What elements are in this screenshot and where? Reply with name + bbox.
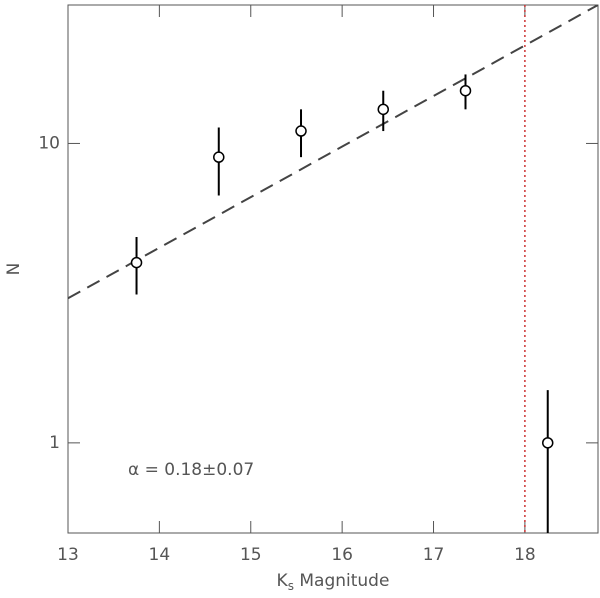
data-point (459, 84, 472, 97)
y-tick-label: 10 (38, 133, 60, 153)
data-point (377, 103, 390, 116)
x-axis-label: Ks Magnitude (277, 571, 390, 593)
annotation: α = 0.18±0.07 (128, 460, 254, 480)
x-label-rest: Magnitude (294, 571, 389, 591)
x-tick-label: 18 (514, 545, 536, 565)
x-tick-label: 16 (331, 545, 353, 565)
x-tick-label: 15 (240, 545, 262, 565)
x-label-sub: s (288, 579, 294, 593)
y-tick-label: 1 (49, 433, 60, 453)
data-point (295, 125, 307, 137)
fit-line (68, 5, 598, 300)
x-tick-label: 17 (423, 545, 445, 565)
x-label-main: K (277, 571, 289, 591)
x-tick-label: 14 (149, 545, 171, 565)
data-point (213, 151, 225, 163)
y-axis-label: N (4, 263, 24, 276)
x-tick-label: 13 (57, 545, 79, 565)
data-point (130, 256, 143, 269)
plot-frame (67, 4, 599, 534)
data-point (541, 437, 554, 449)
